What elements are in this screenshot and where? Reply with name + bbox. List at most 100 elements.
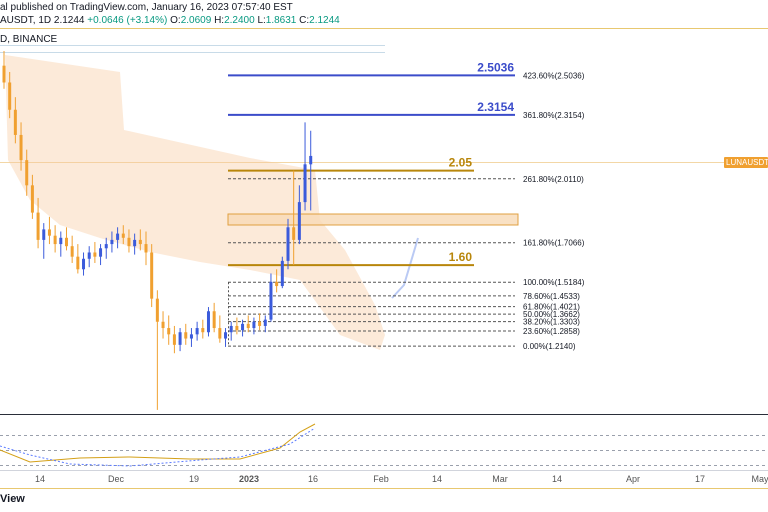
candle-body xyxy=(235,325,239,331)
high-label: H: xyxy=(214,15,225,26)
target-line-label: 2.5036 xyxy=(477,60,514,74)
price-tag: LUNAUSDT xyxy=(724,157,768,168)
candle-body xyxy=(280,260,284,287)
target-line-label: 2.3154 xyxy=(477,100,514,114)
ichimoku-cloud xyxy=(5,55,385,350)
candle-body xyxy=(258,321,262,326)
candle-body xyxy=(64,237,68,247)
fib-level-label: 361.80%(2.3154) xyxy=(523,111,585,120)
price-change: +0.0646 (+3.14%) xyxy=(87,15,168,26)
candle-body xyxy=(99,248,103,257)
candle-body xyxy=(309,155,313,165)
candle-body xyxy=(70,246,74,257)
candle-body xyxy=(87,252,91,259)
x-tick-label: 16 xyxy=(308,474,318,484)
candle-body xyxy=(229,325,233,333)
candle-body xyxy=(246,323,250,329)
candle-body xyxy=(59,237,63,245)
candle-body xyxy=(275,281,279,287)
candle-body xyxy=(13,109,17,135)
open-label: O: xyxy=(170,15,181,26)
candle-body xyxy=(269,281,273,320)
close-value: 2.1244 xyxy=(309,15,340,26)
fibonacci-extension: 423.60%(2.5036) 361.80%(2.3154) 261.80%(2.… xyxy=(228,60,585,351)
low-value: 1.8631 xyxy=(265,15,297,26)
projection-path xyxy=(391,237,419,299)
x-tick-label: Feb xyxy=(373,474,389,484)
candle-body xyxy=(241,323,245,331)
candle-body xyxy=(178,332,182,345)
candle-body xyxy=(25,160,29,186)
publish-line: al published on TradingView.com, January… xyxy=(0,2,293,13)
candle-body xyxy=(195,328,199,335)
candle-body xyxy=(19,134,23,161)
fib-level-label: 100.00%(1.5184) xyxy=(523,278,585,287)
x-tick-label: 17 xyxy=(695,474,705,484)
candle-body xyxy=(53,235,57,245)
x-tick-label: 14 xyxy=(432,474,442,484)
candle-body xyxy=(2,65,6,83)
supply-zone xyxy=(227,213,519,226)
x-tick-label: 2023 xyxy=(239,474,259,484)
candle-body xyxy=(116,233,120,240)
candle-body xyxy=(172,334,176,345)
candle-body xyxy=(189,334,193,339)
candle-body xyxy=(104,244,108,249)
x-tick-label: 14 xyxy=(552,474,562,484)
x-tick-label: May xyxy=(751,474,768,484)
candle-body xyxy=(47,229,51,236)
candle-body xyxy=(263,319,267,326)
close-label: C: xyxy=(299,15,310,26)
fib-level-label: 38.20%(1.3303) xyxy=(523,318,580,327)
resistance-line-label: 1.60 xyxy=(449,250,473,264)
candle-body xyxy=(184,332,188,339)
indicator-pane xyxy=(0,415,768,470)
x-tick-label: 19 xyxy=(189,474,199,484)
candle-body xyxy=(161,321,165,329)
candle-body xyxy=(82,258,86,270)
last-price: 2.1244 xyxy=(53,15,85,26)
brand-label: View xyxy=(0,493,25,505)
candle-body xyxy=(30,185,34,213)
candle-body xyxy=(201,328,205,333)
candle-body xyxy=(212,311,216,329)
candle-body xyxy=(155,298,159,322)
fib-level-label: 161.80%(1.7066) xyxy=(523,239,585,248)
fib-level-label: 50.00%(1.3662) xyxy=(523,310,580,319)
candle-body xyxy=(297,202,301,240)
candle-body xyxy=(138,239,142,245)
chart-header: al published on TradingView.com, January… xyxy=(0,0,768,28)
candle-body xyxy=(252,321,256,329)
candle-body xyxy=(76,256,80,270)
fib-level-label: 0.00%(1.2140) xyxy=(523,342,576,351)
symbol-interval: AUSDT, 1D xyxy=(0,15,52,26)
candle-body xyxy=(206,311,210,333)
fib-level-label: 61.80%(1.4021) xyxy=(523,303,580,312)
time-axis: 14 Dec 19 2023 16 Feb 14 Mar 14 Apr 17 May xyxy=(35,474,768,484)
candle-body xyxy=(144,244,148,253)
candle-body xyxy=(127,237,131,247)
fib-level-label: 423.60%(2.5036) xyxy=(523,71,585,80)
indicator-lines xyxy=(0,423,768,467)
exchange-line: D, BINANCE xyxy=(0,34,58,45)
high-value: 2.2400 xyxy=(224,15,255,26)
candle-body xyxy=(286,227,290,261)
candle-body xyxy=(218,328,222,339)
candle-body xyxy=(224,332,228,339)
candle-body xyxy=(292,227,296,240)
symbol-line: AUSDT, 1D 2.1244 +0.0646 (+3.14%) O:2.06… xyxy=(0,15,340,26)
fib-level-label: 261.80%(2.0110) xyxy=(523,175,584,184)
candles xyxy=(2,50,313,410)
candle-body xyxy=(93,252,97,257)
low-label: L: xyxy=(257,15,266,26)
candle-body xyxy=(121,233,125,238)
fib-level-label: 23.60%(1.2858) xyxy=(523,327,580,336)
candle-body xyxy=(303,164,307,203)
fib-level-label: 78.60%(1.4533) xyxy=(523,292,580,301)
candle-body xyxy=(133,239,137,247)
x-tick-label: Dec xyxy=(108,474,125,484)
candle-body xyxy=(150,252,154,299)
x-tick-label: 14 xyxy=(35,474,45,484)
x-tick-label: Apr xyxy=(626,474,640,484)
candle-body xyxy=(42,229,46,240)
